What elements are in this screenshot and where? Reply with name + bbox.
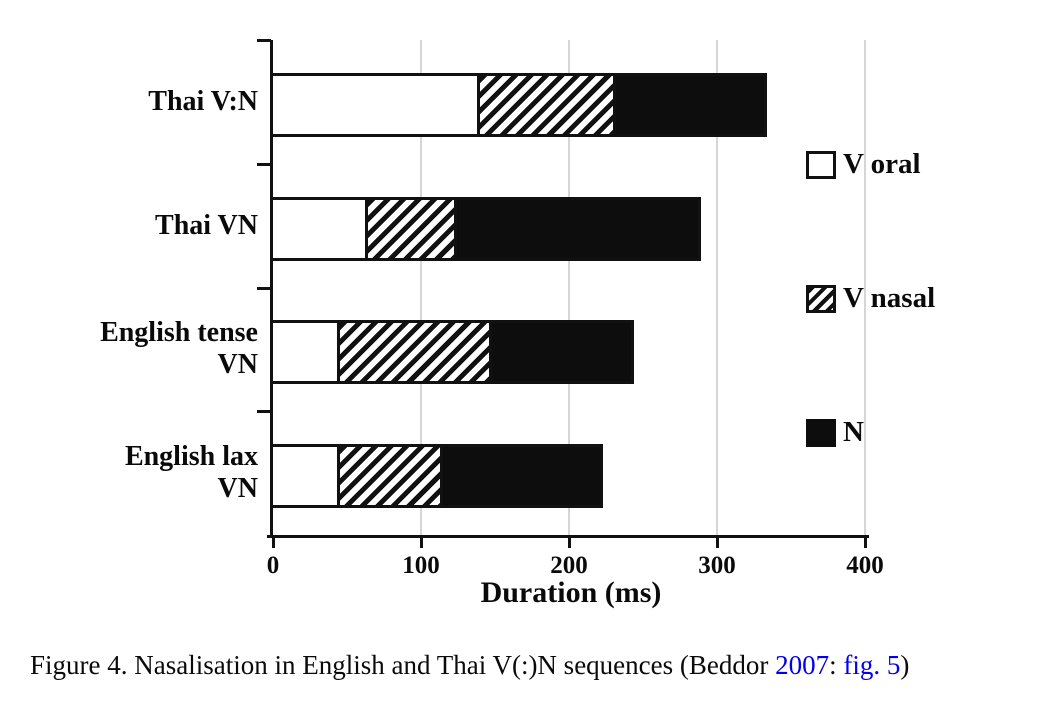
legend-label-v-oral: V oral bbox=[843, 148, 921, 180]
y-tick bbox=[257, 162, 271, 166]
bar-segment-v-oral bbox=[273, 199, 365, 258]
legend-label-n: N bbox=[843, 416, 864, 448]
bar-row bbox=[270, 72, 768, 137]
bar-segment-n bbox=[456, 199, 698, 258]
caption-text: Figure 4. Nasalisation in English and Th… bbox=[30, 650, 776, 680]
y-tick bbox=[257, 39, 271, 42]
legend-swatch-v-nasal-icon bbox=[806, 284, 836, 313]
caption-link-fig[interactable]: fig. 5 bbox=[843, 650, 901, 680]
category-label: English tense VN bbox=[16, 301, 258, 397]
caption-link-year[interactable]: 2007 bbox=[775, 650, 830, 680]
x-tick-label: 100 bbox=[402, 552, 440, 579]
bar-row bbox=[270, 196, 701, 261]
bar-segment-v-nasal bbox=[364, 199, 457, 258]
x-tick bbox=[420, 535, 423, 548]
x-tick-label: 0 bbox=[266, 552, 280, 579]
x-tick-label: 400 bbox=[846, 552, 884, 579]
bar-row bbox=[270, 320, 635, 385]
bar-segment-v-nasal bbox=[336, 447, 444, 506]
x-tick bbox=[272, 535, 275, 548]
x-tick bbox=[568, 535, 571, 548]
bar-segment-v-oral bbox=[273, 447, 337, 506]
bar-segment-n bbox=[443, 447, 601, 506]
legend-swatch-n-icon bbox=[806, 418, 836, 447]
gridline bbox=[864, 40, 866, 535]
bar-segment-v-oral bbox=[273, 75, 478, 134]
category-label-line: Thai V:N bbox=[148, 85, 258, 117]
bar-segment-n bbox=[492, 323, 632, 382]
y-tick bbox=[257, 410, 271, 414]
category-label-line: Thai VN bbox=[155, 209, 258, 241]
category-label: Thai V:N bbox=[16, 54, 258, 150]
caption-separator: : bbox=[829, 650, 844, 680]
y-tick bbox=[257, 286, 271, 290]
x-tick-label: 300 bbox=[698, 552, 736, 579]
bar-segment-v-oral bbox=[273, 323, 337, 382]
y-axis bbox=[270, 40, 273, 538]
gridline bbox=[716, 40, 718, 535]
x-tick bbox=[864, 535, 867, 548]
category-label-line: VN bbox=[217, 473, 258, 505]
gridline bbox=[568, 40, 570, 535]
legend-swatch-v-oral-icon bbox=[806, 150, 836, 179]
bar-segment-v-nasal bbox=[477, 75, 617, 134]
legend-item-v-oral: V oral bbox=[806, 150, 921, 179]
gridline bbox=[420, 40, 422, 535]
bar-segment-v-nasal bbox=[336, 323, 493, 382]
bar-row bbox=[270, 444, 604, 509]
x-tick-label: 200 bbox=[550, 552, 588, 579]
category-label: English lax VN bbox=[16, 425, 258, 521]
figure-caption: Figure 4. Nasalisation in English and Th… bbox=[30, 650, 1030, 681]
category-label: Thai VN bbox=[16, 178, 258, 274]
category-label-line: VN bbox=[217, 349, 258, 381]
category-label-line: English tense bbox=[100, 317, 258, 349]
x-axis-title: Duration (ms) bbox=[480, 576, 662, 609]
caption-close-paren: ) bbox=[900, 650, 910, 680]
legend-label-v-nasal: V nasal bbox=[843, 282, 936, 314]
x-tick bbox=[716, 535, 719, 548]
legend-item-v-nasal: V nasal bbox=[806, 284, 935, 313]
bar-segment-n bbox=[616, 75, 765, 134]
category-label-line: English lax bbox=[124, 441, 258, 473]
legend-item-n: N bbox=[806, 418, 864, 447]
